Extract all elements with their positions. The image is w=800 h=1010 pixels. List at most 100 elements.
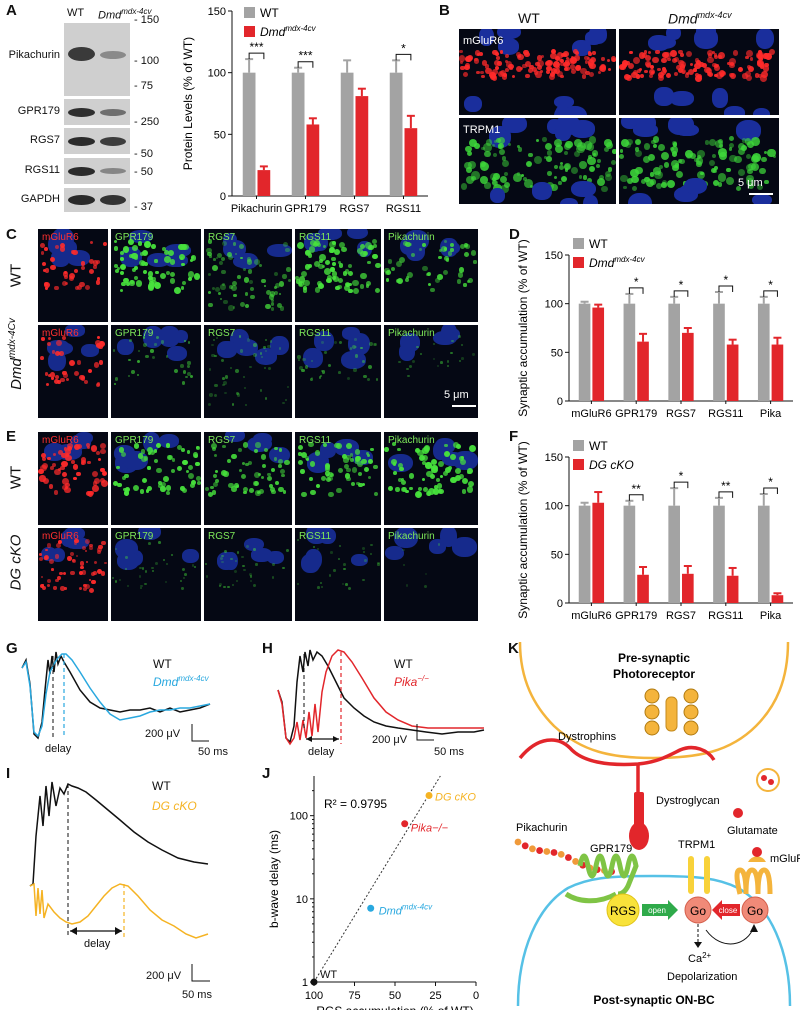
band-mut (100, 51, 126, 59)
puncta (573, 49, 579, 55)
puncta (636, 68, 641, 73)
puncta (143, 456, 149, 461)
puncta (86, 443, 91, 448)
puncta (556, 65, 561, 70)
presynaptic-membrane (518, 641, 790, 760)
puncta (438, 488, 444, 494)
puncta (657, 67, 661, 72)
puncta (661, 182, 667, 188)
puncta (231, 280, 238, 287)
puncta (165, 485, 172, 491)
puncta (195, 476, 201, 482)
puncta (295, 279, 301, 284)
puncta (671, 150, 678, 157)
k-go-2: Go (747, 904, 763, 918)
puncta (372, 253, 378, 259)
h-arrow-head-right (333, 736, 339, 742)
puncta (431, 464, 439, 472)
puncta (271, 302, 275, 306)
puncta (233, 569, 237, 573)
puncta (144, 582, 147, 586)
puncta (528, 68, 533, 74)
g-scale-bar (191, 724, 209, 742)
puncta (179, 253, 185, 260)
puncta (491, 179, 497, 185)
puncta (207, 272, 211, 277)
puncta (469, 445, 476, 452)
fusing-vesicle (756, 768, 780, 792)
puncta (156, 335, 160, 339)
puncta (459, 55, 466, 62)
puncta (758, 49, 762, 54)
puncta (504, 67, 509, 72)
puncta (437, 543, 440, 546)
c-row-mut: Dmdmdx-4Cv (7, 318, 25, 390)
puncta (48, 483, 54, 489)
b-label-mglur6: mGluR6 (463, 35, 504, 47)
puncta (53, 586, 57, 590)
puncta (98, 545, 103, 550)
bar-wt (713, 505, 725, 603)
puncta (121, 281, 127, 287)
puncta (346, 467, 351, 473)
puncta (286, 385, 290, 389)
micrograph-label: RGS7 (208, 232, 236, 243)
puncta (96, 335, 101, 340)
band-wt (68, 167, 95, 176)
puncta (267, 472, 271, 477)
y-axis-label: Synaptic accumulation (% of WT) (516, 441, 530, 618)
puncta (537, 65, 543, 71)
puncta (265, 304, 271, 310)
x-tick-label: RGS11 (708, 610, 743, 622)
puncta (41, 462, 49, 470)
puncta (76, 284, 82, 290)
puncta (367, 260, 371, 265)
puncta (206, 247, 212, 254)
puncta (154, 343, 157, 346)
puncta (100, 571, 106, 576)
nucleus (668, 118, 694, 135)
puncta (308, 246, 316, 253)
b-img-trpm1-wt (459, 118, 616, 204)
legend-swatch-wt (573, 440, 584, 451)
puncta (734, 155, 743, 164)
puncta (524, 178, 533, 188)
panel-label-k: K (508, 640, 519, 657)
puncta (205, 562, 208, 565)
bar-mut (257, 170, 271, 196)
puncta (249, 575, 253, 578)
bar-mut (592, 307, 605, 401)
puncta (442, 269, 448, 276)
significance-stars: ** (632, 482, 642, 496)
micrograph-label: Pikachurin (388, 435, 435, 446)
x-tick-label: GPR179 (615, 610, 657, 622)
nucleus (627, 193, 652, 204)
puncta (277, 464, 282, 469)
micrograph-rgs7-mut: RGS7 (204, 325, 292, 418)
puncta (249, 286, 255, 292)
puncta (150, 349, 154, 353)
puncta (228, 255, 234, 261)
puncta (652, 57, 659, 64)
x-tick-label: GPR179 (615, 408, 657, 420)
puncta (758, 57, 764, 62)
puncta (280, 306, 285, 311)
puncta (195, 446, 199, 450)
puncta (40, 251, 45, 255)
puncta (232, 306, 236, 309)
puncta (312, 545, 316, 549)
y-tick-label: 0 (557, 598, 563, 610)
puncta (165, 562, 169, 566)
puncta (300, 270, 308, 278)
puncta (531, 66, 538, 73)
puncta (246, 257, 252, 262)
puncta (468, 481, 475, 488)
puncta (328, 491, 334, 498)
band-wt (68, 108, 95, 117)
puncta (190, 479, 196, 485)
puncta (268, 483, 273, 488)
nucleus (51, 249, 71, 268)
puncta (354, 345, 357, 349)
puncta (255, 563, 258, 566)
micrograph-label: Pikachurin (388, 232, 435, 243)
